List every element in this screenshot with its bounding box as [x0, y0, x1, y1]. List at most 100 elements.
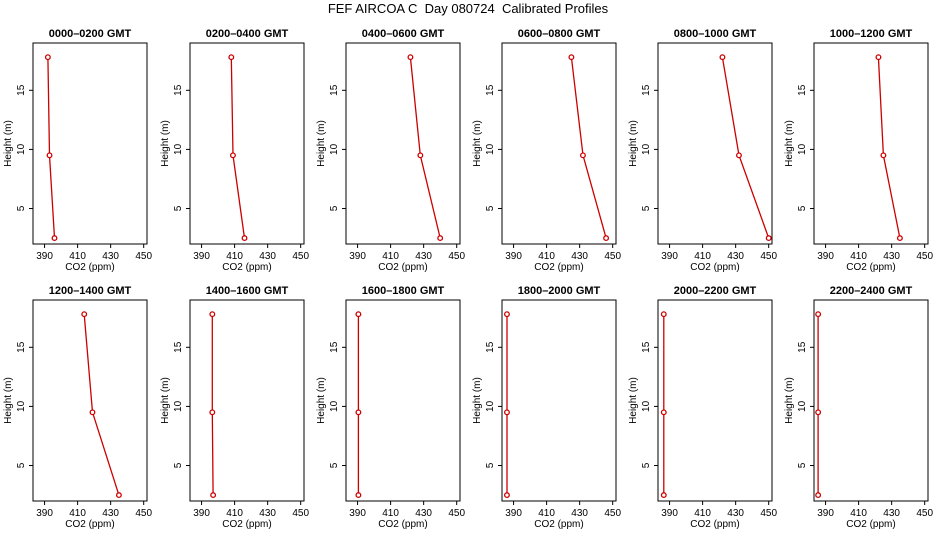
data-point	[230, 152, 236, 159]
x-tick-label: 390	[349, 508, 366, 519]
x-tick-label: 450	[448, 508, 465, 519]
plot-frame	[657, 42, 773, 245]
profile-line	[83, 314, 120, 496]
x-tick-label: 450	[135, 251, 152, 262]
y-tick-label: 10	[641, 143, 652, 155]
y-tick-label: 15	[329, 84, 340, 96]
x-tick-label: 410	[69, 251, 86, 262]
y-tick-label: 10	[329, 400, 340, 412]
panel-title: 0600–0800 GMT	[518, 28, 601, 40]
x-tick-label: 430	[727, 251, 744, 262]
x-tick-label: 390	[661, 251, 678, 262]
y-tick-label: 10	[16, 143, 27, 155]
x-tick-label: 430	[883, 251, 900, 262]
data-point	[51, 235, 58, 242]
y-tick-label: 5	[173, 205, 184, 211]
plot-frame	[813, 42, 929, 245]
profile-panel: 2200–2400 GMT 390 410 430 450 5 10 15 CO2 (ppm) H…	[784, 285, 933, 530]
data-point	[209, 409, 216, 416]
y-tick-label: 15	[329, 341, 340, 353]
profile-panel: 0000–0200 GMT 390 410 430 450 5 10 15 CO2 (ppm) H…	[3, 28, 152, 273]
x-tick-label: 390	[193, 251, 210, 262]
data-point	[504, 409, 510, 416]
data-point	[355, 409, 362, 416]
x-tick-label: 430	[102, 251, 119, 262]
data-point	[407, 54, 414, 61]
y-tick-label: 5	[485, 205, 496, 211]
y-tick-label: 5	[797, 205, 808, 211]
y-tick-label: 10	[329, 143, 340, 155]
plot-frame	[501, 42, 617, 245]
y-tick-label: 15	[485, 341, 496, 353]
data-point	[209, 311, 216, 318]
data-point	[46, 152, 53, 159]
x-axis-label: CO2 (ppm)	[690, 519, 739, 530]
page-title: FEF AIRCOA C Day 080724 Calibrated Profi…	[327, 1, 609, 16]
x-tick-label: 410	[538, 251, 555, 262]
profile-line	[570, 57, 607, 239]
data-point	[44, 54, 51, 61]
data-point	[719, 54, 726, 61]
y-axis-label: Height (m)	[472, 120, 483, 167]
data-point	[241, 235, 248, 242]
y-tick-label: 10	[485, 400, 496, 412]
profile-panel: 0600–0800 GMT 390 410 430 450 5 10 15 CO2 (ppm) H…	[472, 28, 621, 273]
plot-frame	[657, 299, 773, 502]
x-tick-label: 450	[604, 251, 621, 262]
data-point	[660, 311, 667, 318]
y-tick-label: 10	[16, 400, 27, 412]
x-axis-label: CO2 (ppm)	[222, 519, 271, 530]
data-point	[210, 492, 217, 499]
x-tick-label: 450	[448, 251, 465, 262]
data-point	[603, 235, 610, 242]
data-point	[736, 152, 742, 159]
x-tick-label: 430	[571, 508, 588, 519]
y-tick-label: 15	[173, 341, 184, 353]
x-tick-label: 450	[292, 251, 309, 262]
x-tick-label: 450	[604, 508, 621, 519]
plot-frame	[813, 299, 929, 502]
panel-title: 0200–0400 GMT	[206, 28, 289, 40]
profile-panel: 0400–0600 GMT 390 410 430 450 5 10 15 CO2 (ppm) H…	[316, 28, 465, 273]
data-point	[355, 492, 362, 499]
x-axis-label: CO2 (ppm)	[65, 519, 114, 530]
panel-title: 1400–1600 GMT	[206, 285, 289, 297]
y-tick-label: 5	[329, 205, 340, 211]
profile-line	[211, 314, 214, 496]
x-tick-label: 430	[102, 508, 119, 519]
x-axis-label: CO2 (ppm)	[534, 262, 583, 273]
y-tick-label: 10	[797, 400, 808, 412]
x-axis-label: CO2 (ppm)	[378, 519, 427, 530]
data-point	[81, 311, 88, 318]
y-tick-label: 10	[485, 143, 496, 155]
y-tick-label: 15	[797, 84, 808, 96]
y-axis-label: Height (m)	[784, 120, 795, 167]
x-tick-label: 390	[817, 251, 834, 262]
y-tick-label: 15	[485, 84, 496, 96]
y-axis-label: Height (m)	[160, 120, 171, 167]
data-point	[875, 54, 882, 61]
y-tick-label: 5	[16, 462, 27, 468]
x-tick-label: 450	[916, 508, 933, 519]
x-tick-label: 430	[571, 251, 588, 262]
x-tick-label: 390	[349, 251, 366, 262]
y-tick-label: 5	[641, 205, 652, 211]
x-axis-label: CO2 (ppm)	[378, 262, 427, 273]
y-axis-label: Height (m)	[472, 377, 483, 424]
x-tick-label: 450	[135, 508, 152, 519]
profile-panel: 0800–1000 GMT 390 410 430 450 5 10 15 CO2 (ppm) H…	[628, 28, 777, 273]
plot-frame	[501, 299, 617, 502]
y-axis-label: Height (m)	[316, 120, 327, 167]
x-tick-label: 390	[661, 508, 678, 519]
y-axis-label: Height (m)	[628, 377, 639, 424]
profile-panel: 1200–1400 GMT 390 410 430 450 5 10 15 CO2 (ppm) H…	[3, 285, 152, 530]
x-tick-label: 410	[850, 508, 867, 519]
data-point	[228, 54, 235, 61]
data-point	[504, 492, 510, 499]
x-tick-label: 410	[694, 251, 711, 262]
x-axis-label: CO2 (ppm)	[534, 519, 583, 530]
x-tick-label: 410	[226, 251, 243, 262]
profile-line	[409, 57, 441, 239]
x-tick-label: 390	[36, 508, 53, 519]
